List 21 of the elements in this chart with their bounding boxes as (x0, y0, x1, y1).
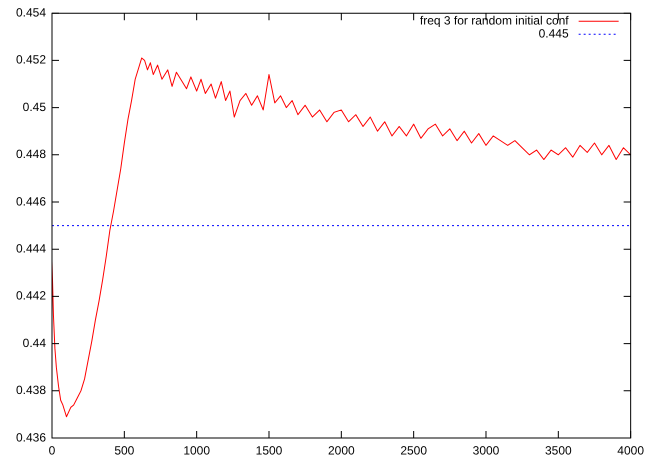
y-tick-label: 0.444 (16, 242, 46, 256)
y-tick-label: 0.45 (22, 100, 46, 114)
x-tick-label: 2000 (328, 444, 355, 458)
legend-label: freq 3 for random initial conf (420, 14, 570, 28)
y-tick-label: 0.446 (16, 194, 46, 208)
y-tick-label: 0.436 (16, 430, 46, 444)
x-tick-label: 500 (114, 444, 135, 458)
x-tick-label: 3000 (472, 444, 500, 458)
y-tick-label: 0.438 (16, 383, 46, 398)
y-tick-label: 0.44 (22, 336, 46, 350)
x-tick-label: 1500 (256, 444, 283, 458)
y-tick-label: 0.442 (16, 288, 46, 303)
x-tick-label: 3500 (544, 444, 572, 458)
y-tick-label: 0.454 (16, 6, 46, 20)
legend-label: 0.445 (538, 26, 569, 41)
x-tick-label: 4000 (617, 444, 644, 458)
y-tick-label: 0.452 (16, 52, 46, 67)
y-tick-label: 0.448 (16, 147, 46, 162)
x-tick-label: 0 (48, 444, 56, 458)
x-tick-label: 2500 (400, 444, 428, 458)
x-tick-label: 1000 (183, 444, 210, 458)
